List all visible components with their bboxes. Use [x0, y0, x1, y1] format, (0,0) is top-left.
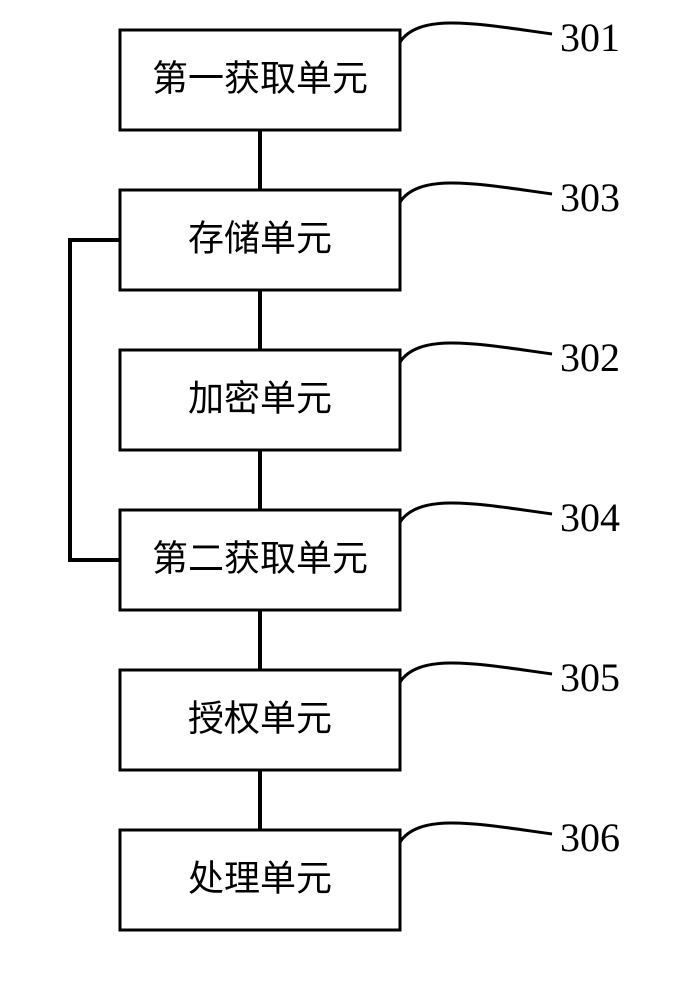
node-n302: 加密单元 — [120, 350, 400, 450]
node-label-n302: 加密单元 — [188, 378, 332, 418]
node-n305: 授权单元 — [120, 670, 400, 770]
callout-n302: 302 — [560, 335, 620, 380]
leader-n302 — [400, 343, 552, 362]
node-n306: 处理单元 — [120, 830, 400, 930]
node-n304: 第二获取单元 — [120, 510, 400, 610]
node-label-n305: 授权单元 — [188, 698, 332, 738]
flow-diagram: 第一获取单元 301 存储单元 303 加密单元 302 第二获取单元 304 授权单元 305 处… — [0, 0, 686, 1000]
callout-n306: 306 — [560, 815, 620, 860]
callout-n301: 301 — [560, 15, 620, 60]
leader-n306 — [400, 823, 552, 842]
callout-n304: 304 — [560, 495, 620, 540]
node-n303: 存储单元 — [120, 190, 400, 290]
leader-n304 — [400, 503, 552, 522]
node-label-n306: 处理单元 — [188, 858, 332, 898]
edge-side-n303-n304 — [70, 240, 120, 560]
callout-n303: 303 — [560, 175, 620, 220]
node-label-n303: 存储单元 — [188, 218, 332, 258]
node-label-n301: 第一获取单元 — [152, 58, 368, 98]
leader-n303 — [400, 183, 552, 202]
node-n301: 第一获取单元 — [120, 30, 400, 130]
leader-n305 — [400, 663, 552, 682]
node-label-n304: 第二获取单元 — [152, 538, 368, 578]
callout-n305: 305 — [560, 655, 620, 700]
leader-n301 — [400, 23, 552, 42]
